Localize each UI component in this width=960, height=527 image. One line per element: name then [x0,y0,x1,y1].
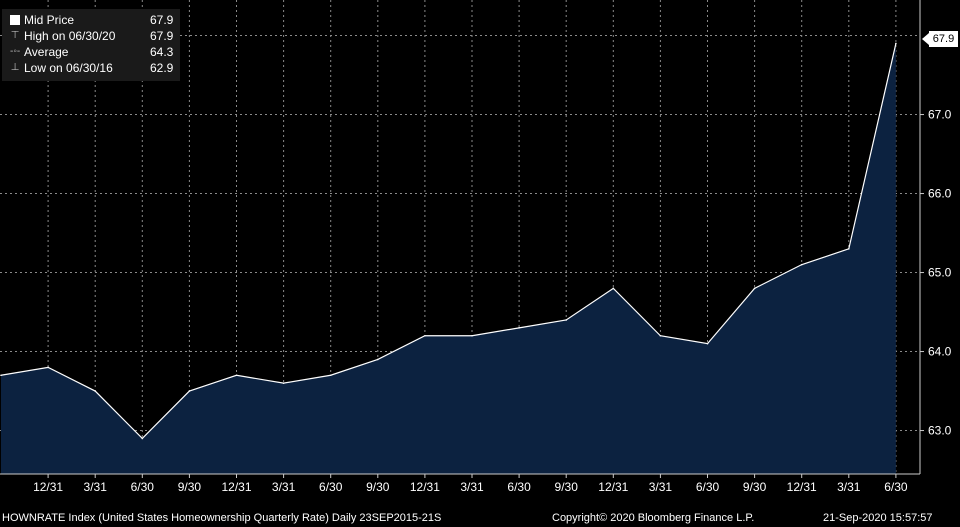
x-axis: 12/31 3/31 6/30 9/30 12/31 3/31 6/30 9/30 12/31 3… [0,473,920,494]
x-tick-label: 9/30 [178,480,202,494]
x-tick-label: 3/31 [837,480,861,494]
footer-copyright: Copyright© 2020 Bloomberg Finance L.P. [552,512,755,524]
data-point [706,342,709,345]
y-tick-label: 66.0 [928,187,952,201]
high-marker-icon: ⊤ [10,30,20,41]
data-point [471,334,473,337]
data-point [47,366,49,369]
chart-legend: Mid Price 67.9 ⊤ High on 06/30/20 67.9 -… [2,9,180,81]
legend-value: 67.9 [150,13,174,27]
chart-plot-area [0,42,897,474]
area-fill [1,43,896,474]
footer-timestamp: 21-Sep-2020 15:57:57 [823,512,933,524]
x-tick-label: 9/30 [366,480,390,494]
x-tick-label: 12/31 [598,480,628,494]
x-tick-label: 6/30 [507,480,531,494]
data-point [895,42,897,45]
x-tick-label: 6/30 [319,480,343,494]
data-point [282,382,285,384]
data-point [188,390,191,392]
footer-ticker: HOWNRATE Index (United States Homeowners… [2,512,442,524]
data-point [377,358,379,361]
x-tick-label: 6/30 [131,480,155,494]
x-tick-label: 9/30 [555,480,579,494]
legend-item-mid-price: Mid Price 67.9 [2,12,180,28]
y-tick-label: 64.0 [928,345,952,359]
legend-item-average: -◦- Average 64.3 [2,44,180,60]
y-tick-label: 67.0 [928,108,952,122]
x-tick-label: 3/31 [460,480,484,494]
data-point [94,390,96,392]
last-value-pointer [922,33,929,45]
average-marker-icon: -◦- [10,46,21,57]
data-point [424,334,426,337]
legend-label: Average [24,45,69,59]
legend-item-high: ⊤ High on 06/30/20 67.9 [2,28,180,44]
chart-footer: HOWNRATE Index (United States Homeowners… [0,509,960,527]
x-tick-label: 12/31 [787,480,817,494]
x-tick-label: 3/31 [84,480,108,494]
data-point [753,287,756,290]
low-marker-icon: ⊥ [10,62,20,73]
legend-value: 62.9 [150,61,174,75]
legend-value: 64.3 [150,45,174,59]
y-tick-label: 65.0 [928,266,952,280]
data-point [612,287,615,290]
series-line-mid-price [0,43,897,440]
data-point [659,334,662,337]
data-point [141,437,144,440]
last-value-label: 67.9 [929,31,958,47]
x-tick-label: 3/31 [272,480,296,494]
data-point [565,319,567,321]
x-tick-label: 12/31 [221,480,251,494]
legend-label: High on 06/30/20 [24,29,116,43]
data-point [329,374,332,377]
data-point [848,248,850,250]
legend-label: Mid Price [24,13,75,27]
x-tick-label: 3/31 [649,480,673,494]
data-point [0,374,2,377]
y-axis: 63.0 64.0 65.0 66.0 67.0 [919,0,952,474]
x-tick-label: 12/31 [410,480,440,494]
legend-item-low: ⊥ Low on 06/30/16 62.9 [2,60,180,76]
legend-swatch-box [10,15,20,25]
data-point [800,263,803,266]
x-tick-label: 12/31 [33,480,63,494]
legend-label: Low on 06/30/16 [24,61,113,75]
legend-value: 67.9 [150,29,174,43]
y-tick-label: 63.0 [928,424,952,438]
data-point [518,327,520,329]
x-tick-label: 6/30 [884,480,908,494]
data-point [235,374,238,377]
x-tick-label: 6/30 [696,480,720,494]
x-tick-label: 9/30 [743,480,767,494]
